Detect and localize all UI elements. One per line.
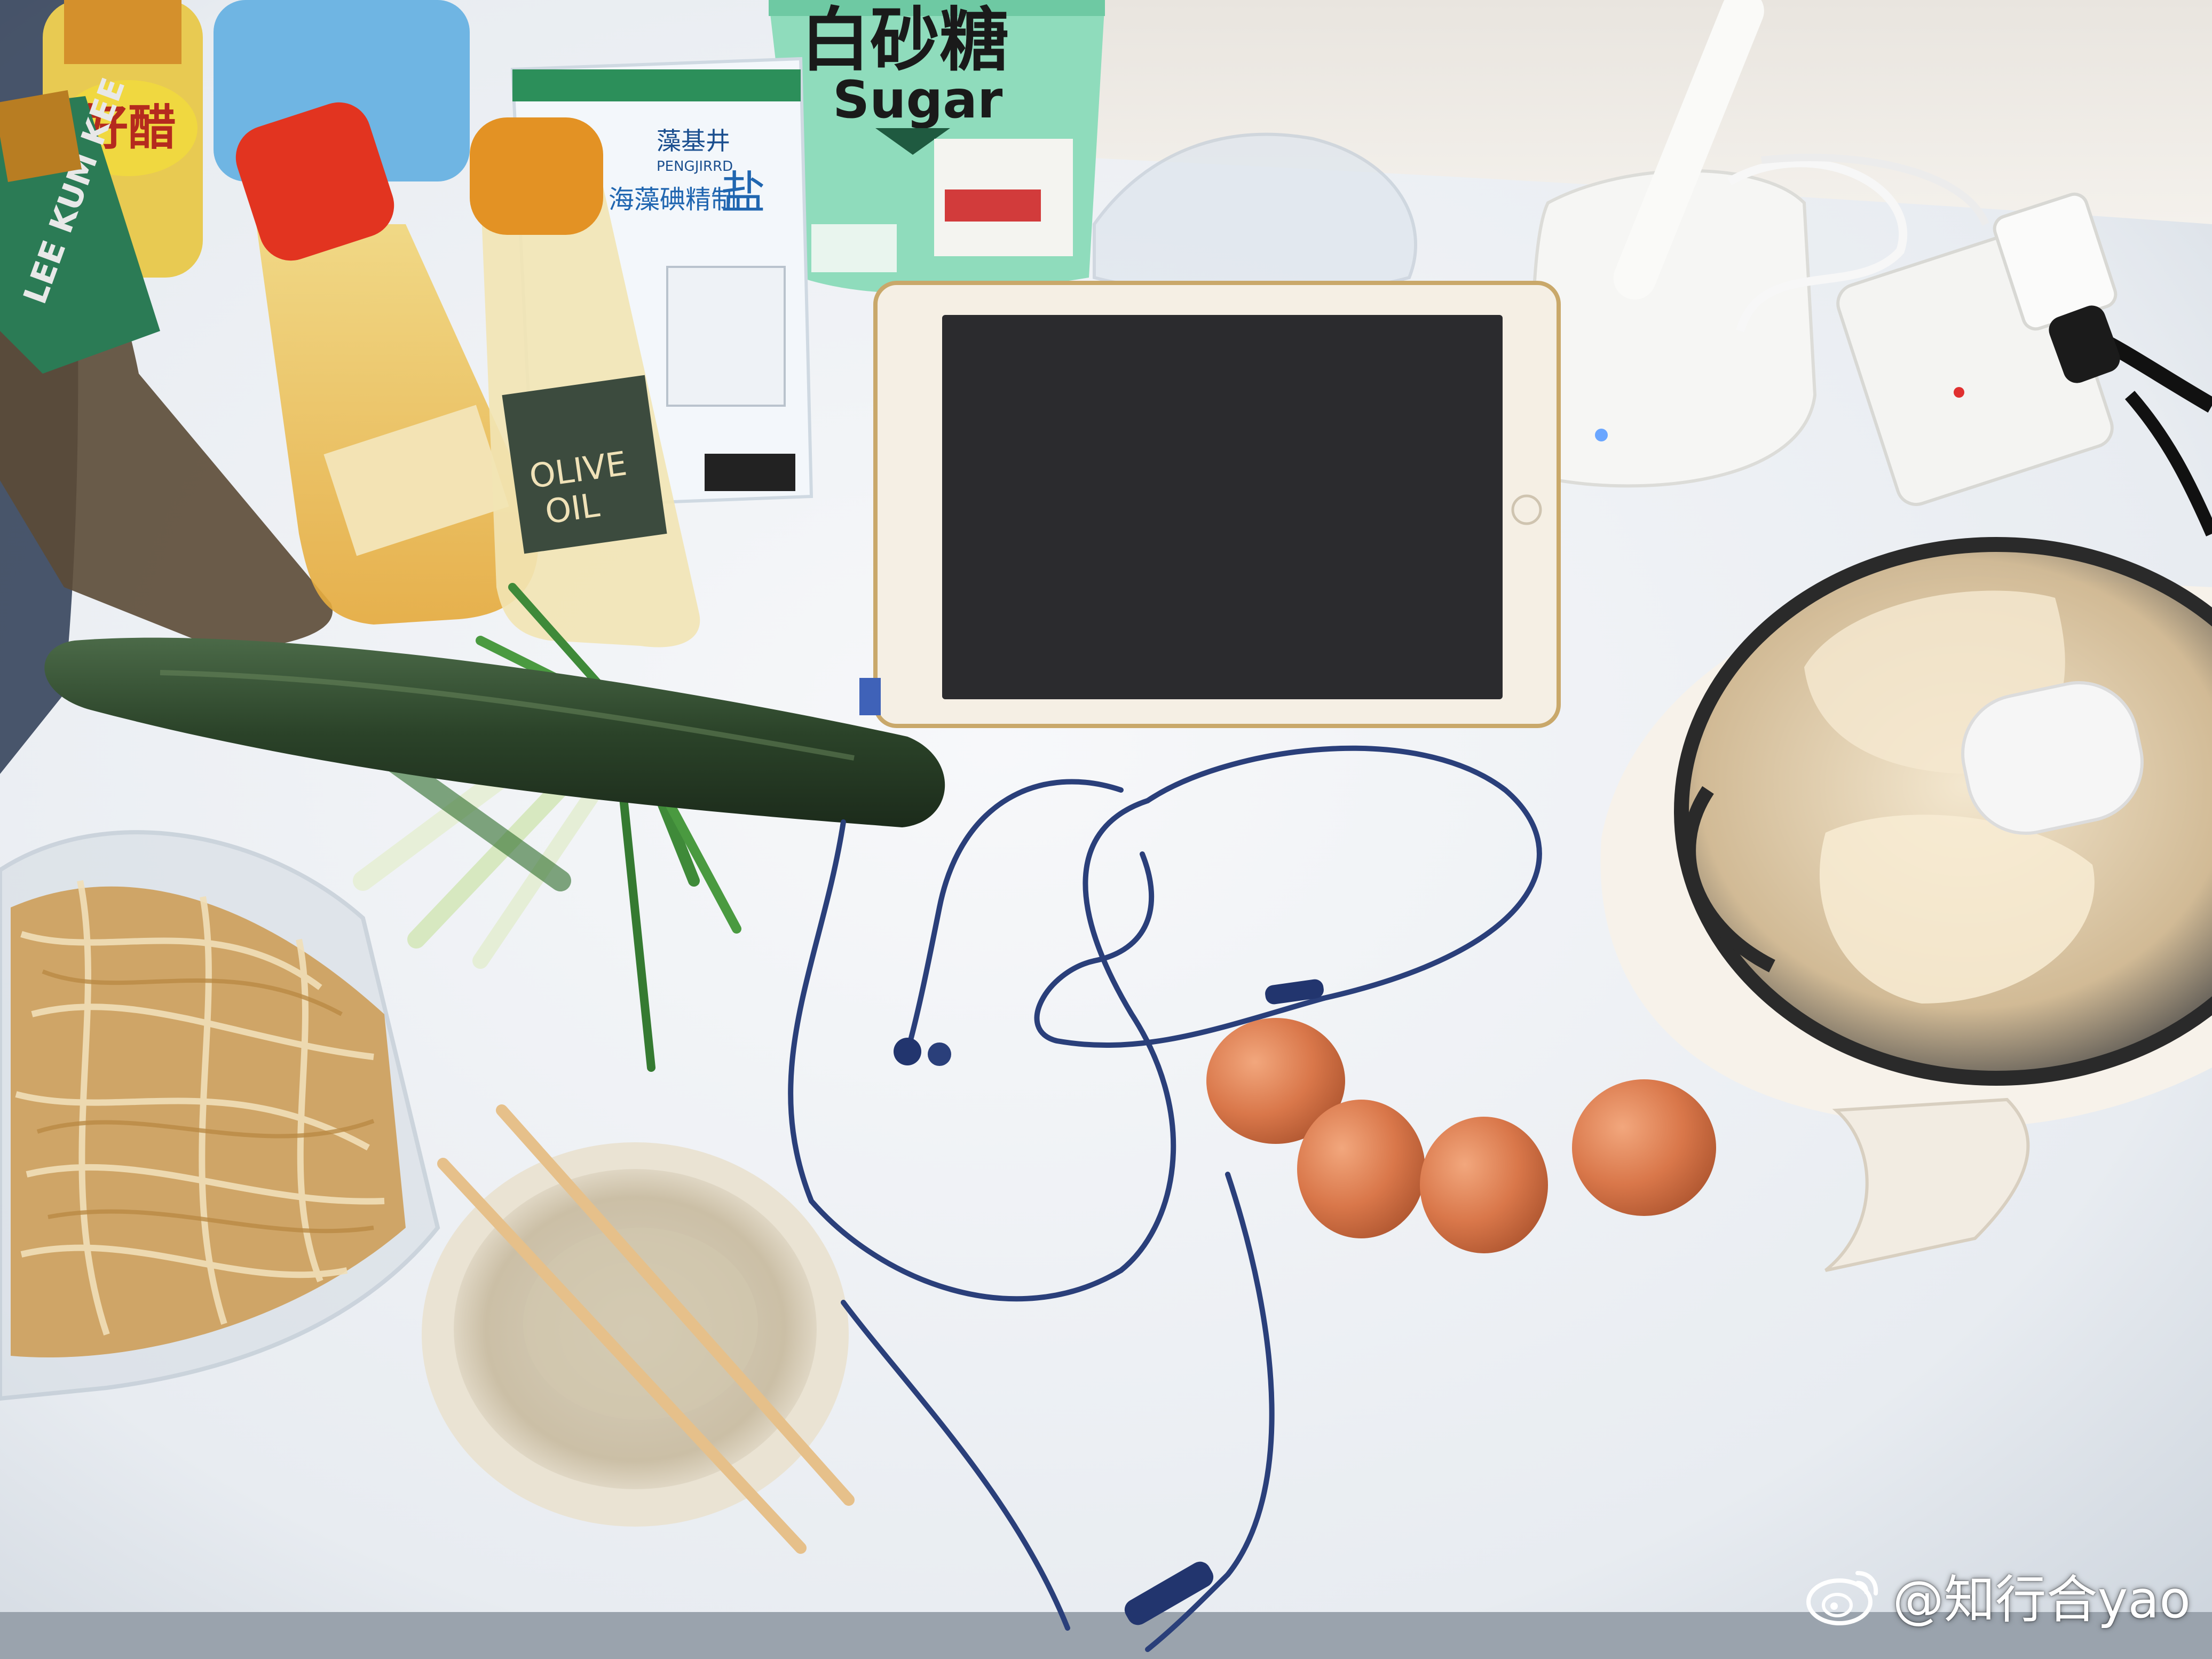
egg-3 — [1420, 1117, 1548, 1253]
tablet-home-button — [1511, 494, 1542, 525]
salt-type-cn: 海藻碘精制 — [609, 185, 737, 215]
chopsticks — [437, 1104, 855, 1554]
egg-4 — [1572, 1079, 1716, 1216]
earphones — [788, 745, 1542, 1652]
cucumber — [44, 637, 945, 827]
sugar-bag: 白砂糖 Sugar — [769, 0, 1105, 294]
soy-sauce-bottle: LEE KUM KEE — [0, 73, 333, 651]
tablet — [859, 281, 1561, 728]
weibo-icon — [1806, 1570, 1878, 1625]
desk-lamp — [1531, 0, 1989, 488]
watermark-text: @知行合yao — [1892, 1570, 2191, 1630]
electric-pot — [1600, 537, 2212, 1272]
olive-oil-bottle: OLIVE OIL — [470, 117, 700, 647]
tablet-screen — [942, 315, 1503, 699]
salt-char: 盐 — [721, 167, 765, 219]
salt-brand-en: PENGJIRRD — [657, 159, 733, 175]
cable-splitter — [1265, 979, 1324, 1005]
egg-2 — [1297, 1100, 1425, 1238]
earbud-left — [894, 1038, 951, 1066]
red-cap-oil-bottle — [235, 102, 539, 625]
eggs — [1206, 1018, 1716, 1253]
bean-sprouts — [0, 830, 440, 1401]
salt-brand-cn: 藻基井 — [657, 127, 730, 155]
egg-1 — [1206, 1018, 1345, 1144]
sugar-title-cn: 白砂糖 — [801, 0, 1009, 81]
sugar-title-en: Sugar — [833, 70, 1003, 130]
cable-remote — [1124, 1561, 1214, 1625]
bowl — [422, 1142, 849, 1527]
olive-oil-line2: OIL — [543, 485, 602, 531]
pot-lid-knob — [1961, 681, 2144, 835]
power-strip — [1836, 192, 2212, 536]
desk-edge — [0, 1612, 2212, 1659]
watermark: @知行合yao — [1806, 1558, 2191, 1632]
